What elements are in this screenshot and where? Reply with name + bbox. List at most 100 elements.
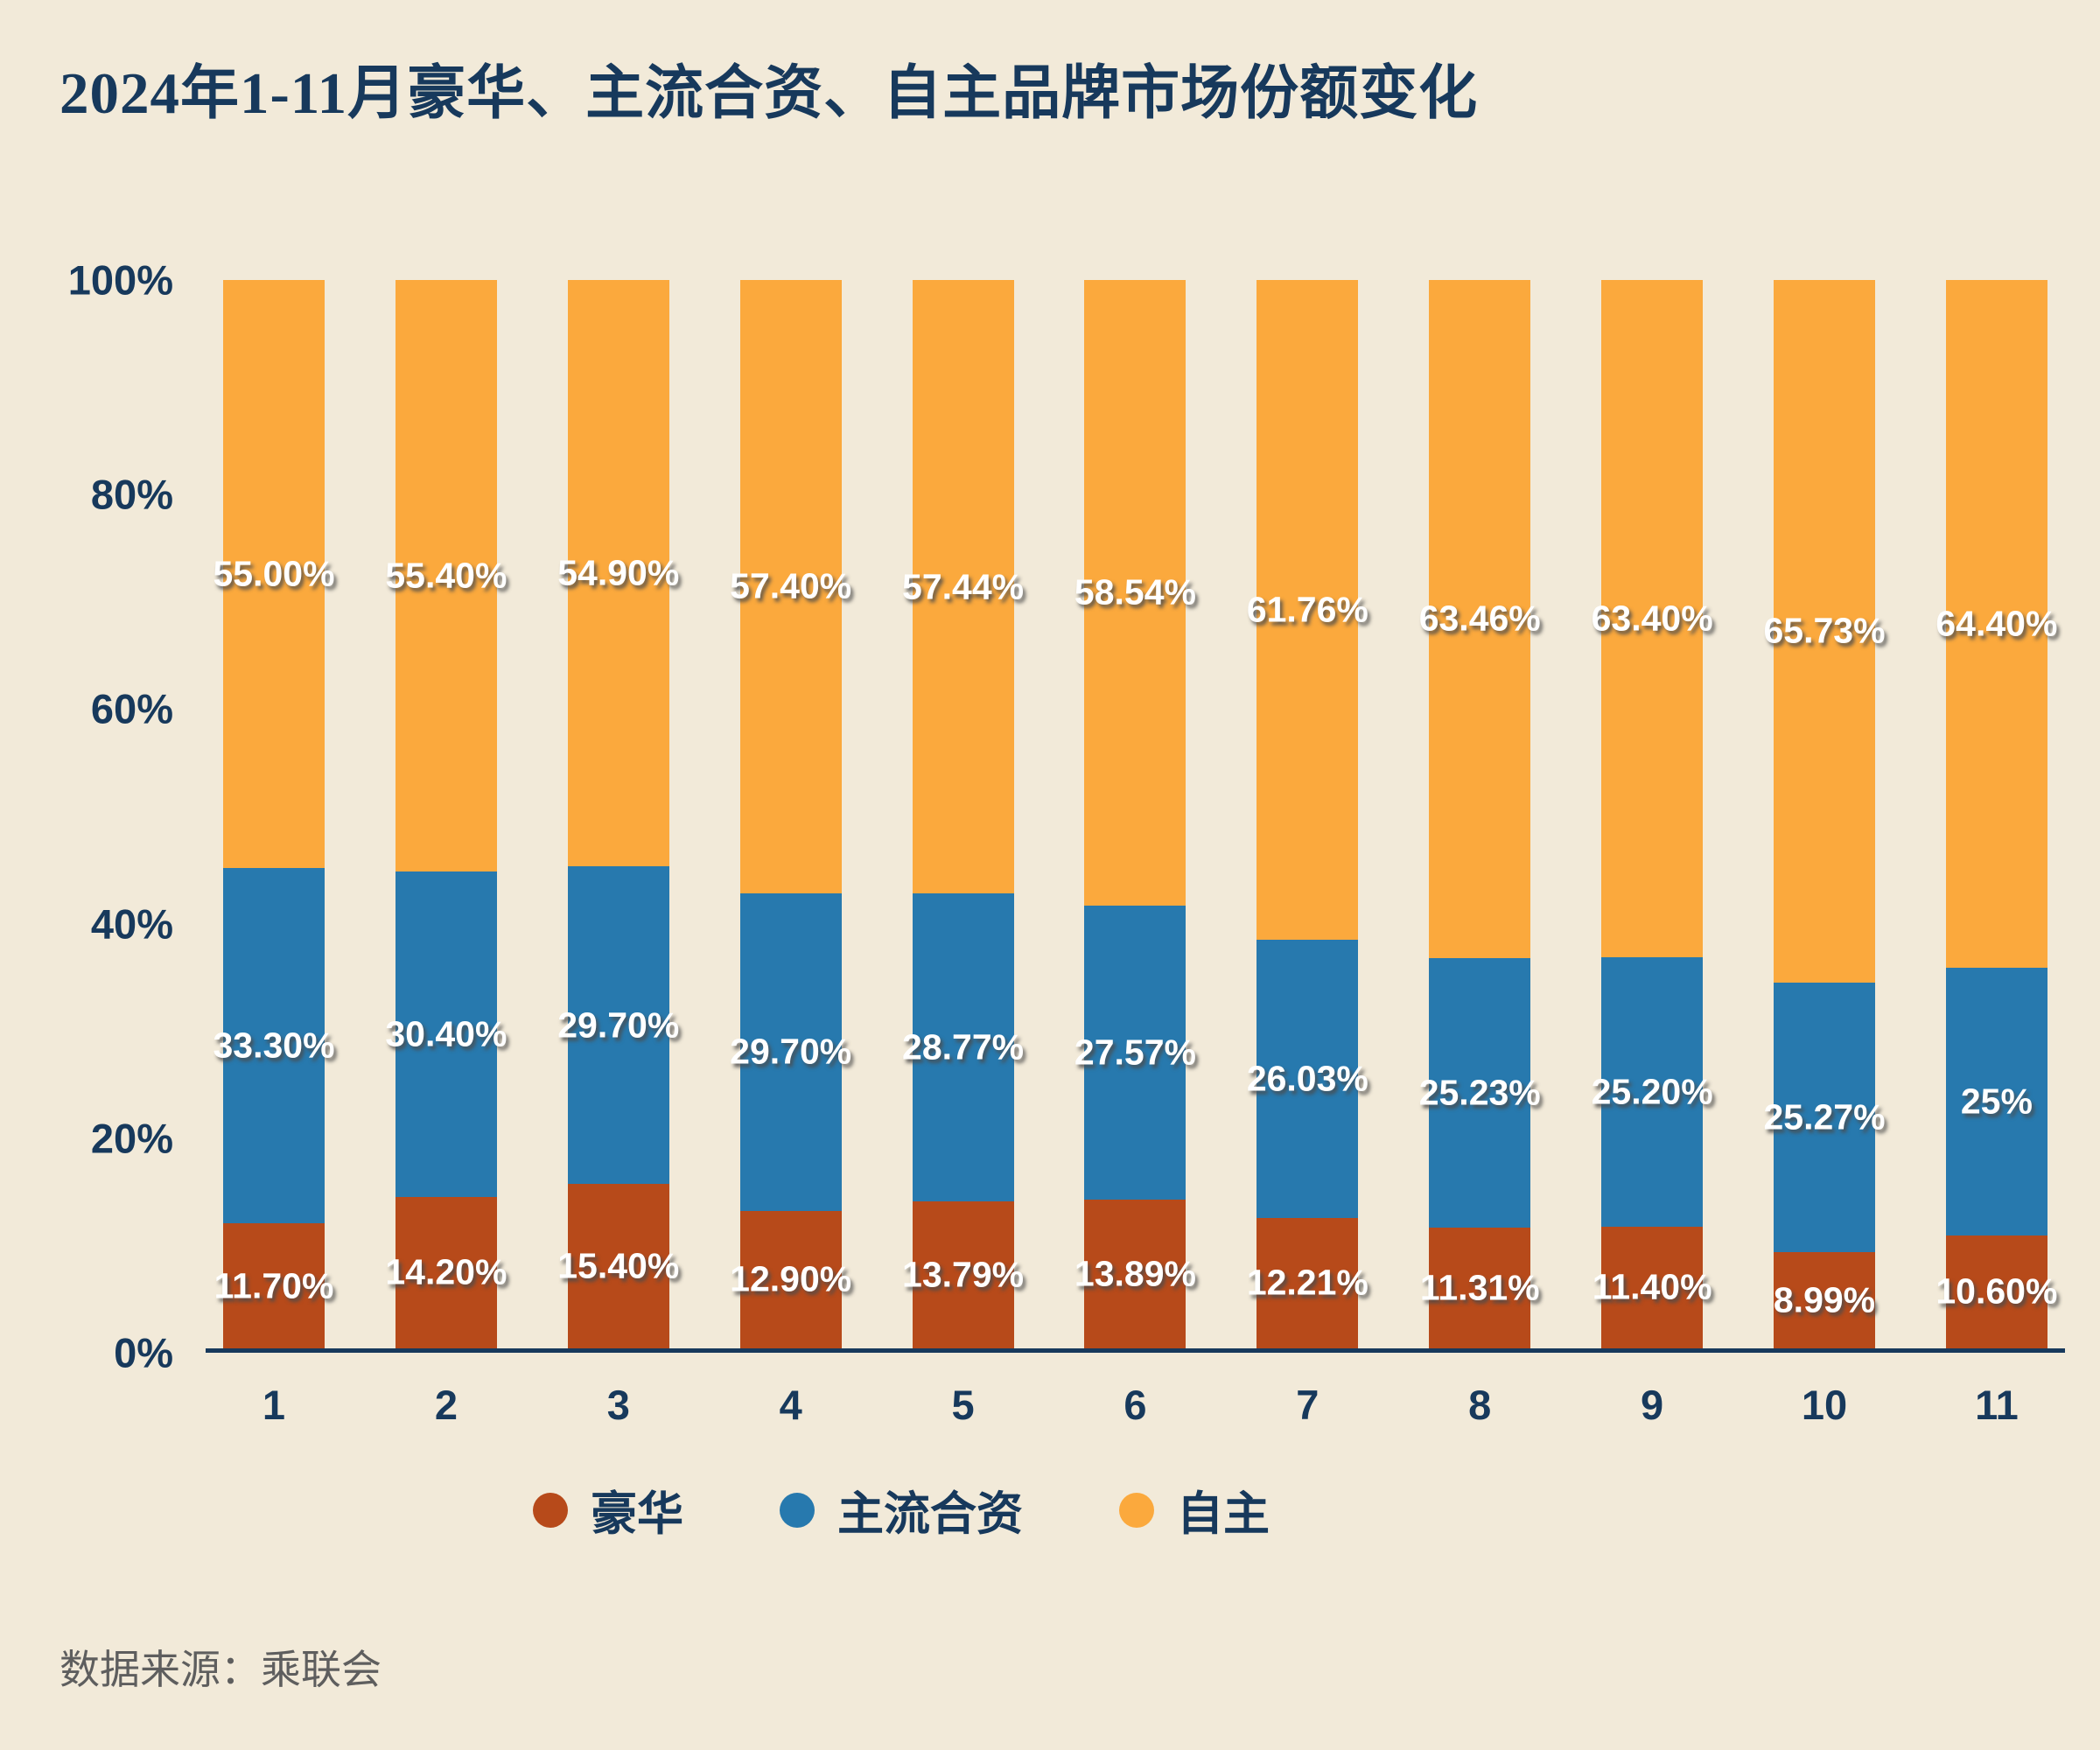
segment-domestic: 58.54% [1074,280,1196,906]
segment-luxury: 15.40% [557,1183,679,1348]
bars: 11.70% 33.30% 55.00% 14.20% 30.40% 55.40% 15.4… [206,280,2065,1348]
plot-area: 11.70% 33.30% 55.00% 14.20% 30.40% 55.40% 15.4… [206,280,2065,1353]
bar-column: 8.99% 25.27% 65.73% [1763,280,1886,1348]
bar-column: 13.79% 28.77% 57.44% [902,280,1024,1348]
segment-luxury: 13.89% [1074,1200,1196,1348]
segment-joint-venture: 26.03% [1247,940,1368,1218]
legend-item-joint-venture: 主流合资 [780,1477,1023,1544]
x-tick-label: 6 [1124,1382,1147,1428]
data-label: 12.90% [730,1258,852,1299]
data-label: 30.40% [385,1013,508,1054]
y-tick-label: 100% [67,256,173,304]
data-label: 25.20% [1591,1071,1713,1112]
legend-swatch-domestic [1119,1493,1154,1528]
data-label: 33.30% [213,1025,335,1066]
segment-domestic: 54.90% [557,280,679,867]
data-label: 11.40% [1592,1266,1712,1307]
data-label: 10.60% [1936,1270,2058,1312]
x-tick-label: 7 [1296,1382,1320,1428]
data-label: 26.03% [1246,1058,1368,1099]
data-label: 11.70% [214,1265,334,1306]
segment-joint-venture: 29.70% [730,892,851,1211]
data-label: 25.23% [1418,1072,1541,1113]
data-label: 27.57% [1074,1032,1196,1073]
x-tick-label: 11 [1975,1382,2019,1428]
segment-luxury: 11.70% [214,1223,333,1348]
segment-luxury: 11.31% [1420,1227,1540,1348]
x-tick-label: 5 [951,1382,975,1428]
bar-column: 10.60% 25% 64.40% [1936,280,2057,1348]
data-label: 8.99% [1773,1279,1876,1320]
bar-column: 11.31% 25.23% 63.46% [1419,280,1541,1348]
segment-joint-venture: 25.27% [1763,982,1886,1253]
segment-luxury: 8.99% [1774,1252,1875,1348]
data-label: 29.70% [557,1004,680,1046]
bar-column: 14.20% 30.40% 55.40% [385,280,507,1348]
segment-luxury: 14.20% [385,1196,507,1348]
segment-joint-venture: 25.20% [1592,957,1713,1227]
bar-column: 12.90% 29.70% 57.40% [730,280,851,1348]
x-tick-label: 3 [606,1382,630,1428]
data-label: 65.73% [1763,610,1886,651]
bar-column: 11.70% 33.30% 55.00% [213,280,335,1348]
legend-item-domestic: 自主 [1119,1477,1270,1544]
segment-joint-venture: 30.40% [385,872,507,1197]
data-label: 63.46% [1418,598,1541,639]
x-tick-label: 1 [262,1382,286,1428]
legend-swatch-luxury [533,1493,568,1528]
segment-joint-venture: 33.30% [213,867,335,1224]
data-label: 13.89% [1074,1253,1196,1294]
legend-label: 豪华 [591,1488,683,1540]
segment-luxury: 13.79% [902,1200,1024,1348]
bar-column: 11.40% 25.20% 63.40% [1592,280,1713,1348]
data-label: 11.31% [1419,1267,1540,1308]
segment-domestic: 63.46% [1419,280,1541,958]
segment-luxury: 10.60% [1936,1235,2057,1348]
x-tick-label: 4 [779,1382,802,1428]
data-label: 25% [1960,1081,2033,1122]
x-axis: 1 2 3 4 5 6 7 8 9 10 11 [206,1381,2065,1429]
segment-joint-venture: 25% [1945,968,2048,1236]
data-label: 28.77% [902,1026,1025,1068]
segment-domestic: 57.40% [730,280,851,893]
source-note: 数据来源：乘联会 [60,1647,382,1692]
y-tick-label: 0% [114,1329,173,1376]
y-tick-label: 20% [90,1115,173,1162]
legend-label: 主流合资 [837,1488,1023,1540]
legend-item-luxury: 豪华 [533,1477,683,1544]
legend-label: 自主 [1177,1488,1270,1540]
segment-luxury: 12.21% [1247,1217,1368,1348]
segment-domestic: 63.40% [1592,280,1713,958]
data-label: 57.40% [730,565,852,606]
segment-joint-venture: 27.57% [1074,905,1196,1200]
data-label: 14.20% [385,1251,508,1292]
data-label: 29.70% [730,1031,852,1072]
data-label: 15.40% [557,1245,680,1286]
bar-column: 13.89% 27.57% 58.54% [1074,280,1196,1348]
data-label: 12.21% [1246,1262,1368,1303]
y-axis: 0% 20% 40% 60% 80% 100% [0,257,173,1376]
segment-joint-venture: 29.70% [557,866,679,1184]
y-tick-label: 40% [90,900,173,948]
bar-column: 15.40% 29.70% 54.90% [557,280,679,1348]
segment-domestic: 55.00% [213,280,335,868]
segment-domestic: 55.40% [385,280,507,872]
data-label: 64.40% [1936,603,2058,644]
segment-joint-venture: 28.77% [902,893,1024,1201]
segment-domestic: 65.73% [1763,280,1886,983]
legend: 豪华 主流合资 自主 [0,1477,1802,1544]
data-label: 61.76% [1246,589,1368,630]
segment-domestic: 57.44% [902,280,1024,894]
x-tick-label: 8 [1468,1382,1492,1428]
segment-domestic: 64.40% [1936,280,2057,969]
chart-title: 2024年1-11月豪华、主流合资、自主品牌市场份额变化 [60,61,1479,126]
data-label: 54.90% [557,552,680,593]
segment-luxury: 11.40% [1592,1226,1712,1348]
x-tick-label: 2 [434,1382,458,1428]
data-label: 25.27% [1763,1096,1886,1138]
segment-joint-venture: 25.23% [1419,957,1541,1228]
bar-column: 12.21% 26.03% 61.76% [1247,280,1368,1348]
y-tick-label: 60% [90,685,173,732]
data-label: 57.44% [902,566,1025,607]
